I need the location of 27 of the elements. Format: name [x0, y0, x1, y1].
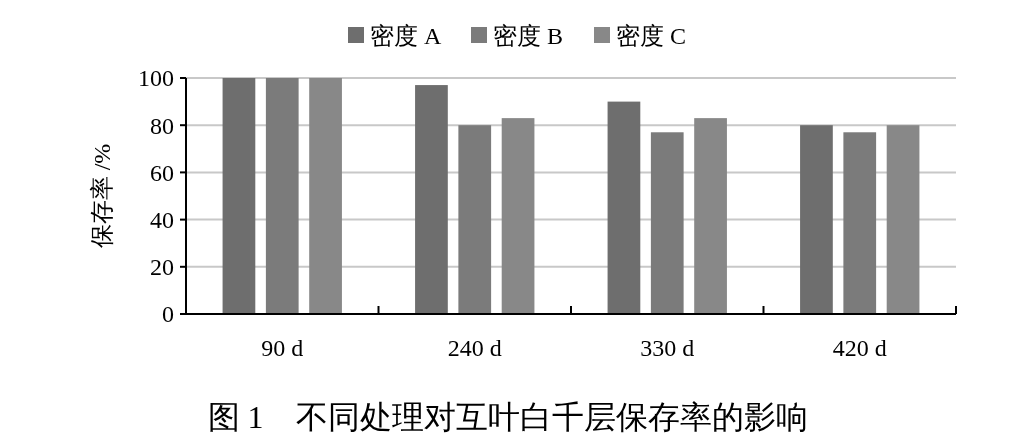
bar	[694, 118, 727, 314]
x-tick-label: 330 d	[640, 335, 695, 361]
bar	[843, 132, 877, 314]
bar	[458, 125, 492, 314]
x-tick-label: 240 d	[447, 335, 502, 361]
y-tick-label: 0	[162, 301, 174, 328]
y-axis-title: 保存率 /%	[89, 143, 115, 249]
y-tick-label: 40	[150, 207, 174, 233]
bar	[265, 78, 299, 314]
bar	[650, 132, 684, 314]
bar	[501, 118, 535, 314]
legend-label: 密度 A	[370, 23, 442, 50]
y-tick-label: 100	[138, 65, 174, 92]
y-tick-label: 80	[150, 112, 174, 139]
y-tick-label: 60	[150, 159, 174, 186]
bar	[309, 78, 342, 314]
bar	[800, 125, 833, 314]
bar	[222, 78, 256, 314]
bar	[415, 85, 448, 314]
y-tick-label: 20	[150, 254, 174, 281]
text: 图 1 不同处理对互叶白千层保存率的影响	[207, 399, 808, 435]
x-tick-label: 90 d	[261, 335, 304, 361]
bar	[607, 101, 641, 314]
legend-label: 密度 C	[616, 23, 687, 50]
x-tick-label: 420 d	[832, 335, 887, 361]
bar	[886, 125, 920, 314]
legend-label: 密度 B	[493, 23, 564, 50]
